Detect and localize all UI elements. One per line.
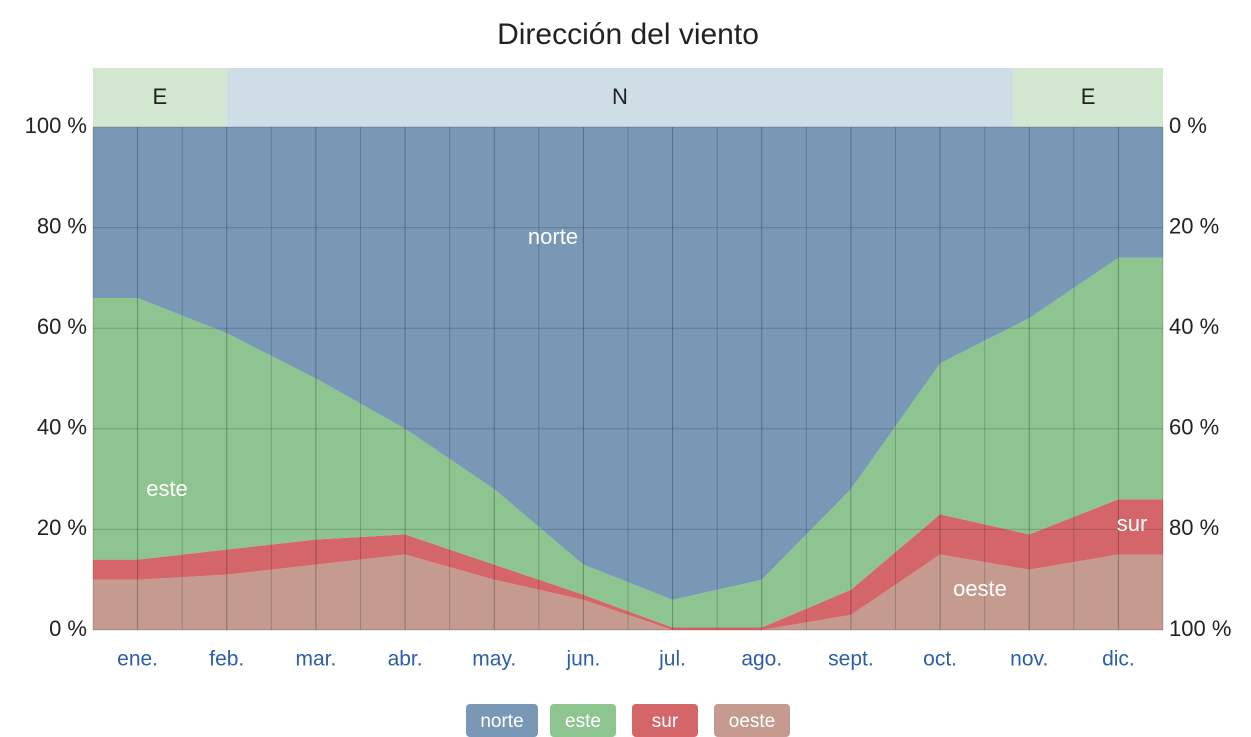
x-tick-label: nov. bbox=[1010, 648, 1048, 671]
dominant-label: E bbox=[153, 84, 168, 109]
x-tick-label: dic. bbox=[1102, 648, 1135, 671]
y2-tick-label: 40 % bbox=[1169, 314, 1219, 339]
x-tick-label: mar. bbox=[295, 648, 336, 671]
area bbox=[93, 127, 1163, 600]
y2-tick-label: 0 % bbox=[1169, 113, 1207, 138]
x-tick-label: jun. bbox=[565, 648, 600, 671]
x-tick-label: ene. bbox=[117, 648, 158, 671]
y2-tick-label: 60 % bbox=[1169, 415, 1219, 440]
chart-title: Dirección del viento bbox=[497, 18, 759, 51]
legend-label: este bbox=[565, 711, 601, 732]
legend-swatch bbox=[632, 704, 698, 737]
dominant-band bbox=[226, 68, 1014, 127]
y-tick-label: 60 % bbox=[37, 314, 87, 339]
legend-label: oeste bbox=[729, 711, 775, 732]
legend-swatch bbox=[466, 704, 538, 737]
x-tick-label: oct. bbox=[923, 648, 957, 671]
y-tick-label: 0 % bbox=[49, 616, 87, 641]
y2-tick-label: 80 % bbox=[1169, 515, 1219, 540]
area-label: este bbox=[146, 476, 188, 501]
x-tick-label: ago. bbox=[741, 648, 782, 671]
x-tick-label: feb. bbox=[209, 648, 244, 671]
dominant-band bbox=[93, 68, 227, 127]
area bbox=[93, 257, 1163, 628]
legend-swatch bbox=[714, 704, 790, 737]
dominant-label: N bbox=[612, 84, 628, 109]
x-tick-label: sept. bbox=[828, 648, 874, 671]
y-tick-label: 20 % bbox=[37, 515, 87, 540]
y-tick-label: 100 % bbox=[25, 113, 87, 138]
y2-tick-label: 100 % bbox=[1169, 616, 1231, 641]
dominant-label: E bbox=[1081, 84, 1096, 109]
legend-swatch bbox=[550, 704, 616, 737]
y2-tick-label: 20 % bbox=[1169, 213, 1219, 238]
legend-label: sur bbox=[652, 711, 679, 732]
area-label: oeste bbox=[953, 576, 1007, 601]
legend-label: norte bbox=[480, 711, 523, 732]
area-label: sur bbox=[1117, 511, 1148, 536]
y-tick-label: 80 % bbox=[37, 213, 87, 238]
area-label: norte bbox=[528, 224, 578, 249]
y-tick-label: 40 % bbox=[37, 415, 87, 440]
area bbox=[93, 499, 1163, 630]
x-tick-label: may. bbox=[472, 648, 516, 671]
dominant-band bbox=[1013, 68, 1163, 127]
x-tick-label: jul. bbox=[658, 648, 686, 671]
x-tick-label: abr. bbox=[388, 648, 423, 671]
area bbox=[93, 554, 1163, 630]
